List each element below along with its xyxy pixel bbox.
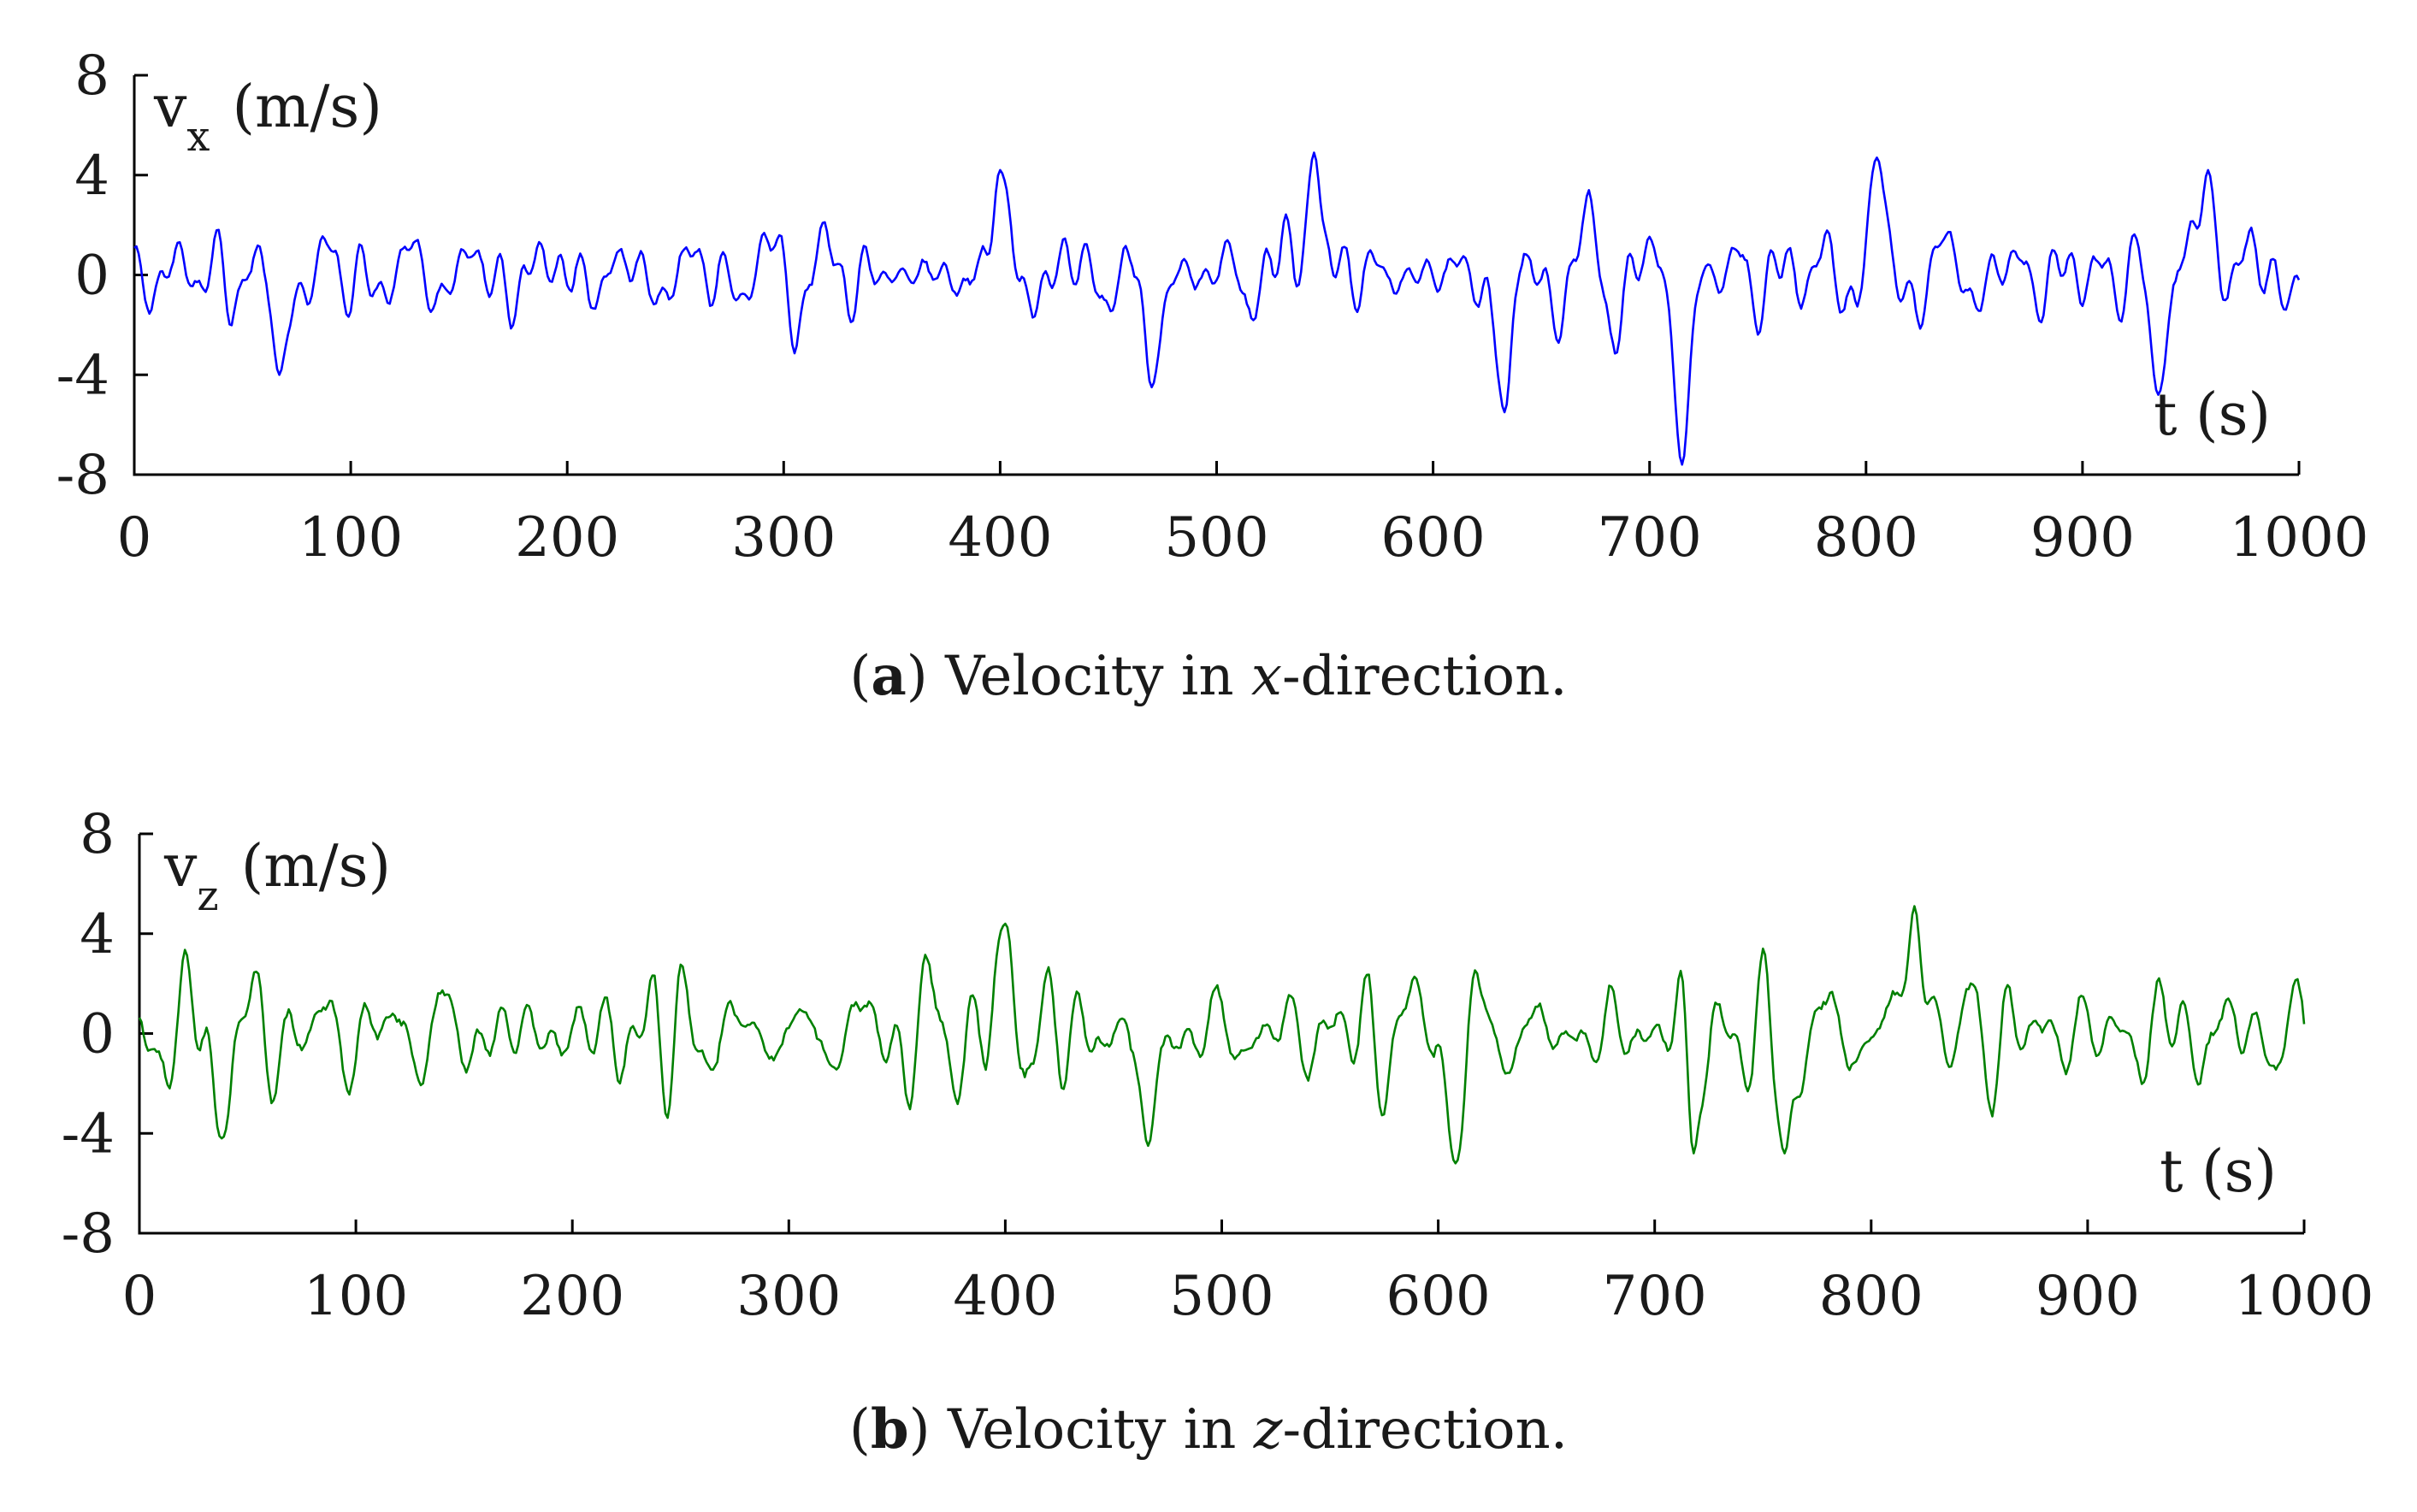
panel-b-xtick-label: 500 bbox=[1169, 1265, 1274, 1328]
panel-b-ytick-labels: 8 4 0 -4 -8 bbox=[62, 803, 115, 1266]
panel-b-xtick-label: 600 bbox=[1386, 1265, 1491, 1328]
panel-a-xtick-label: 100 bbox=[298, 506, 403, 570]
panel-a-xtick-label: 700 bbox=[1598, 506, 1702, 570]
panel-a-ylabel: vx (m/s) bbox=[153, 74, 382, 161]
panel-b-chart: 8 4 0 -4 -8 0 100 200 300 400 500 600 700 800 900 1000… bbox=[62, 803, 2374, 1462]
panel-a-xtick-label: 200 bbox=[515, 506, 619, 570]
panel-a-ytick-label: 8 bbox=[74, 44, 109, 108]
panel-a-ytick-label: 0 bbox=[74, 245, 109, 308]
panel-a-caption: (a) Velocity in x-direction. bbox=[849, 644, 1567, 708]
panel-b-ytick-label: -4 bbox=[62, 1102, 115, 1166]
panel-b-xtick-label: 300 bbox=[736, 1265, 841, 1328]
panel-b-xtick-label: 100 bbox=[304, 1265, 408, 1328]
panel-a-series-line bbox=[133, 151, 2301, 466]
panel-a-ytick-label: -8 bbox=[56, 444, 109, 507]
panel-a-ytick-label: -4 bbox=[56, 344, 109, 407]
panel-a-xtick-label: 400 bbox=[948, 506, 1052, 570]
panel-b-axes bbox=[138, 834, 2304, 1235]
panel-b-xtick-labels: 0 100 200 300 400 500 600 700 800 900 1000 bbox=[122, 1265, 2374, 1328]
panel-b-xtick-label: 200 bbox=[520, 1265, 624, 1328]
panel-b-xtick-label: 400 bbox=[953, 1265, 1057, 1328]
panel-a-axes bbox=[133, 75, 2299, 476]
panel-a-ytick-label: 4 bbox=[74, 145, 109, 208]
panel-a-xtick-label: 0 bbox=[117, 506, 152, 570]
panel-a-ticks bbox=[133, 74, 2301, 476]
panel-a-xlabel: t (s) bbox=[2154, 381, 2271, 449]
panel-b-xtick-label: 700 bbox=[1603, 1265, 1707, 1328]
panel-a-xtick-label: 300 bbox=[731, 506, 836, 570]
panel-a-xtick-label: 1000 bbox=[2230, 506, 2369, 570]
panel-a-xtick-label: 800 bbox=[1814, 506, 1918, 570]
panel-a-xtick-label: 500 bbox=[1164, 506, 1268, 570]
panel-b-xtick-label: 900 bbox=[2036, 1265, 2140, 1328]
panel-b-xtick-label: 0 bbox=[122, 1265, 157, 1328]
panel-b-ticks bbox=[138, 832, 2306, 1235]
panel-b-ytick-label: 4 bbox=[80, 903, 115, 966]
panel-a-xtick-label: 900 bbox=[2030, 506, 2135, 570]
panel-b-caption: (b) Velocity in z-direction. bbox=[849, 1397, 1568, 1462]
panel-b-xtick-label: 800 bbox=[1819, 1265, 1924, 1328]
panel-a-ytick-labels: 8 4 0 -4 -8 bbox=[56, 44, 109, 507]
panel-b-ytick-label: -8 bbox=[62, 1202, 115, 1266]
panel-a-chart: 8 4 0 -4 -8 0 100 200 300 400 500 600 700 800 900 1000… bbox=[56, 44, 2369, 708]
panel-a-xtick-labels: 0 100 200 300 400 500 600 700 800 900 1000 bbox=[117, 506, 2369, 570]
panel-a-xtick-label: 600 bbox=[1381, 506, 1486, 570]
panel-b-xlabel: t (s) bbox=[2160, 1138, 2277, 1206]
panel-b-ytick-label: 8 bbox=[80, 803, 115, 866]
panel-b-ylabel: vz (m/s) bbox=[163, 833, 391, 920]
panel-b-ytick-label: 0 bbox=[80, 1003, 115, 1066]
panel-b-xtick-label: 1000 bbox=[2235, 1265, 2374, 1328]
panel-b-series-line bbox=[138, 905, 2306, 1165]
